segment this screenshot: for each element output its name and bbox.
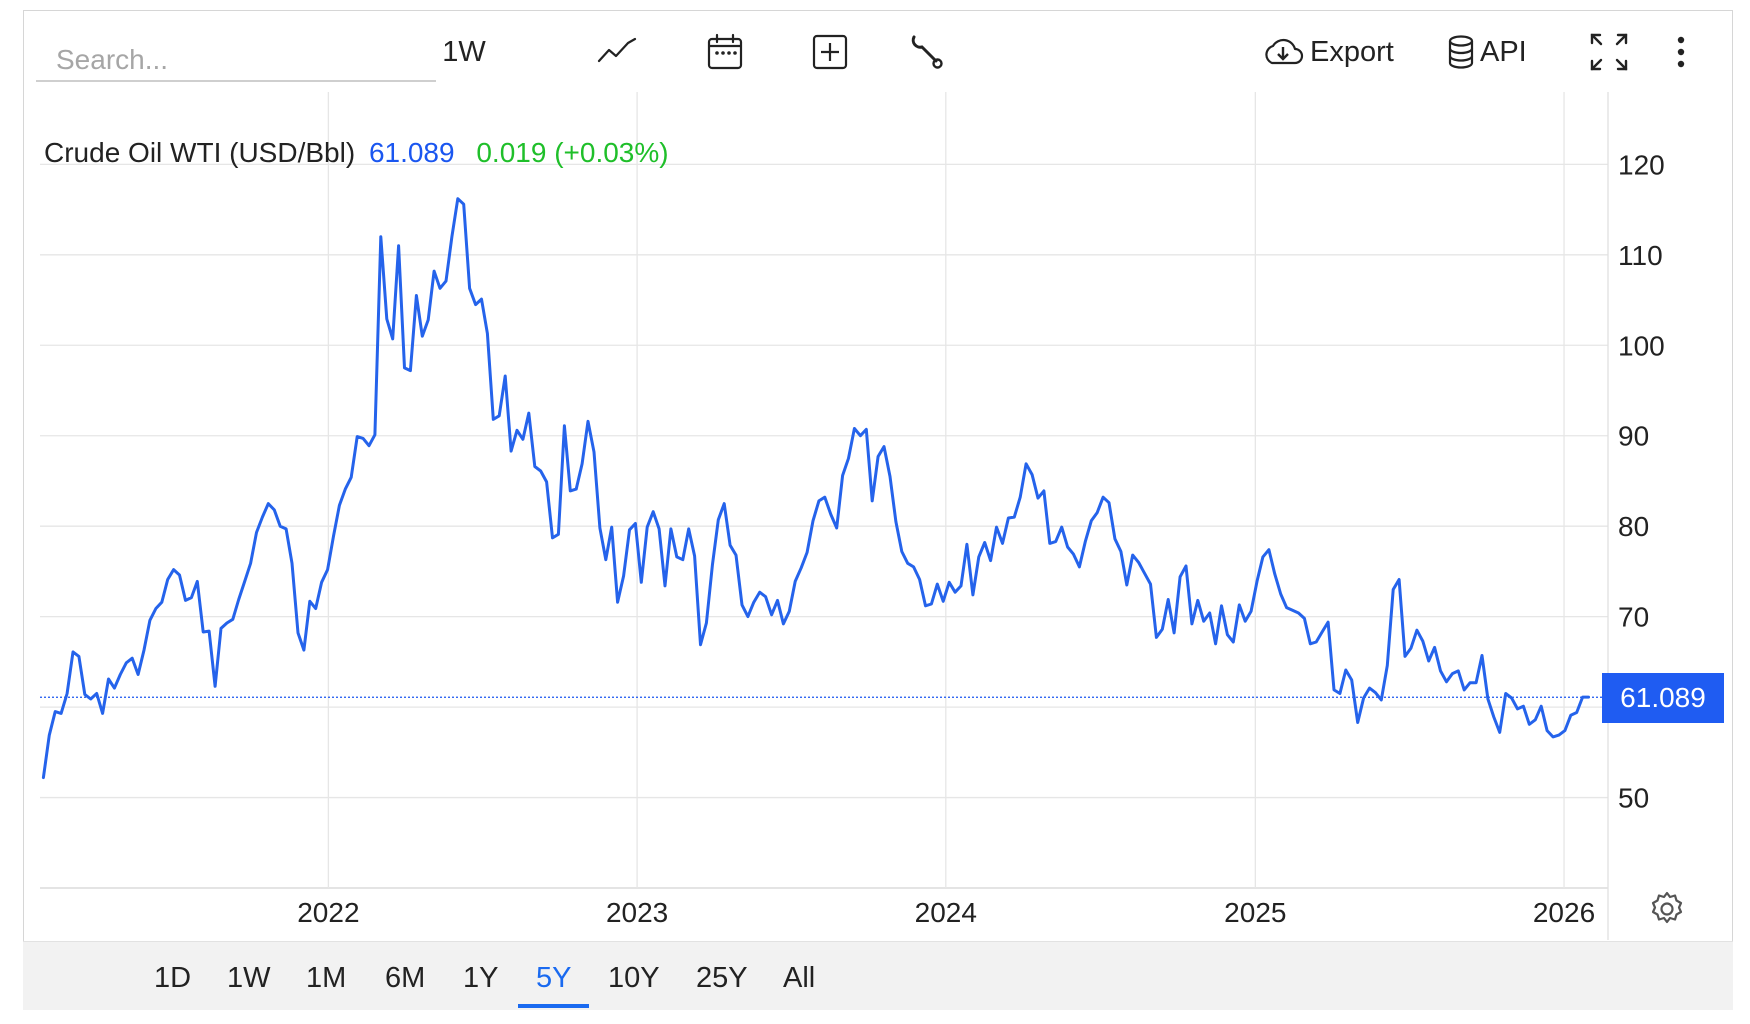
range-option-5y[interactable]: 5Y (536, 962, 572, 994)
x-tick-label: 2024 (915, 897, 977, 928)
y-tick-label: 100 (1618, 330, 1665, 361)
api-label: API (1480, 35, 1527, 68)
price-series-line (41, 197, 1590, 780)
fullscreen-button[interactable] (1586, 26, 1632, 78)
cloud-download-icon (1265, 38, 1304, 65)
y-tick-label: 110 (1618, 240, 1663, 271)
database-icon (1448, 35, 1474, 69)
x-tick-label: 2026 (1533, 897, 1595, 928)
wrench-icon (911, 35, 943, 69)
export-label: Export (1310, 35, 1394, 68)
chart-grid (40, 92, 1609, 940)
range-option-1d[interactable]: 1D (154, 962, 192, 994)
y-tick-label: 80 (1618, 511, 1649, 542)
y-tick-label: 120 (1618, 149, 1665, 180)
range-option-1w[interactable]: 1W (227, 962, 271, 994)
instrument-name: Crude Oil WTI (USD/Bbl) (44, 137, 356, 168)
more-menu-button[interactable] (1666, 26, 1696, 78)
fullscreen-icon (1590, 33, 1628, 71)
active-range-underline (518, 1004, 590, 1008)
y-tick-label: 90 (1618, 421, 1649, 452)
interval-selector[interactable]: 1W (442, 35, 486, 68)
calendar-icon (707, 33, 743, 70)
x-tick-label: 2023 (606, 897, 668, 928)
range-option-6m[interactable]: 6M (385, 962, 426, 994)
y-tick-label: 50 (1618, 783, 1649, 814)
last-price-tag: 61.089 (1602, 673, 1724, 724)
range-selector-bar: 1D 1W 1M 6M 1Y 5Y 10Y 25Y All (23, 941, 1733, 1010)
api-button[interactable]: API (1446, 26, 1536, 78)
chart-widget-frame (23, 10, 1733, 1010)
chart-legend: Crude Oil WTI (USD/Bbl) 61.089 0.019 (+0… (44, 137, 669, 169)
legend-change: 0.019 (+0.03%) (476, 137, 669, 168)
indicators-button[interactable] (900, 26, 950, 78)
y-axis: 50 70 80 90 100 110 120 (1618, 149, 1665, 813)
compare-button[interactable] (805, 26, 855, 78)
x-tick-label: 2025 (1224, 897, 1286, 928)
range-option-10y[interactable]: 10Y (608, 962, 660, 994)
legend-price: 61.089 (368, 137, 455, 168)
search-input[interactable] (36, 36, 436, 82)
date-range-button[interactable] (700, 26, 750, 78)
range-option-25y[interactable]: 25Y (696, 962, 748, 994)
export-button[interactable]: Export (1260, 26, 1410, 78)
x-axis: 2022 2023 2024 2025 2026 (297, 897, 1595, 928)
add-square-icon (812, 34, 848, 70)
range-option-1y[interactable]: 1Y (463, 962, 499, 994)
line-chart-icon (597, 37, 637, 63)
more-vertical-icon (1677, 36, 1685, 68)
chart-settings-button[interactable] (1648, 890, 1686, 933)
chart-type-button[interactable] (592, 26, 642, 78)
range-option-all[interactable]: All (783, 962, 816, 994)
x-tick-label: 2022 (297, 897, 359, 928)
gear-icon (1651, 891, 1683, 924)
y-tick-label: 70 (1618, 602, 1649, 633)
range-option-1m[interactable]: 1M (306, 962, 347, 994)
